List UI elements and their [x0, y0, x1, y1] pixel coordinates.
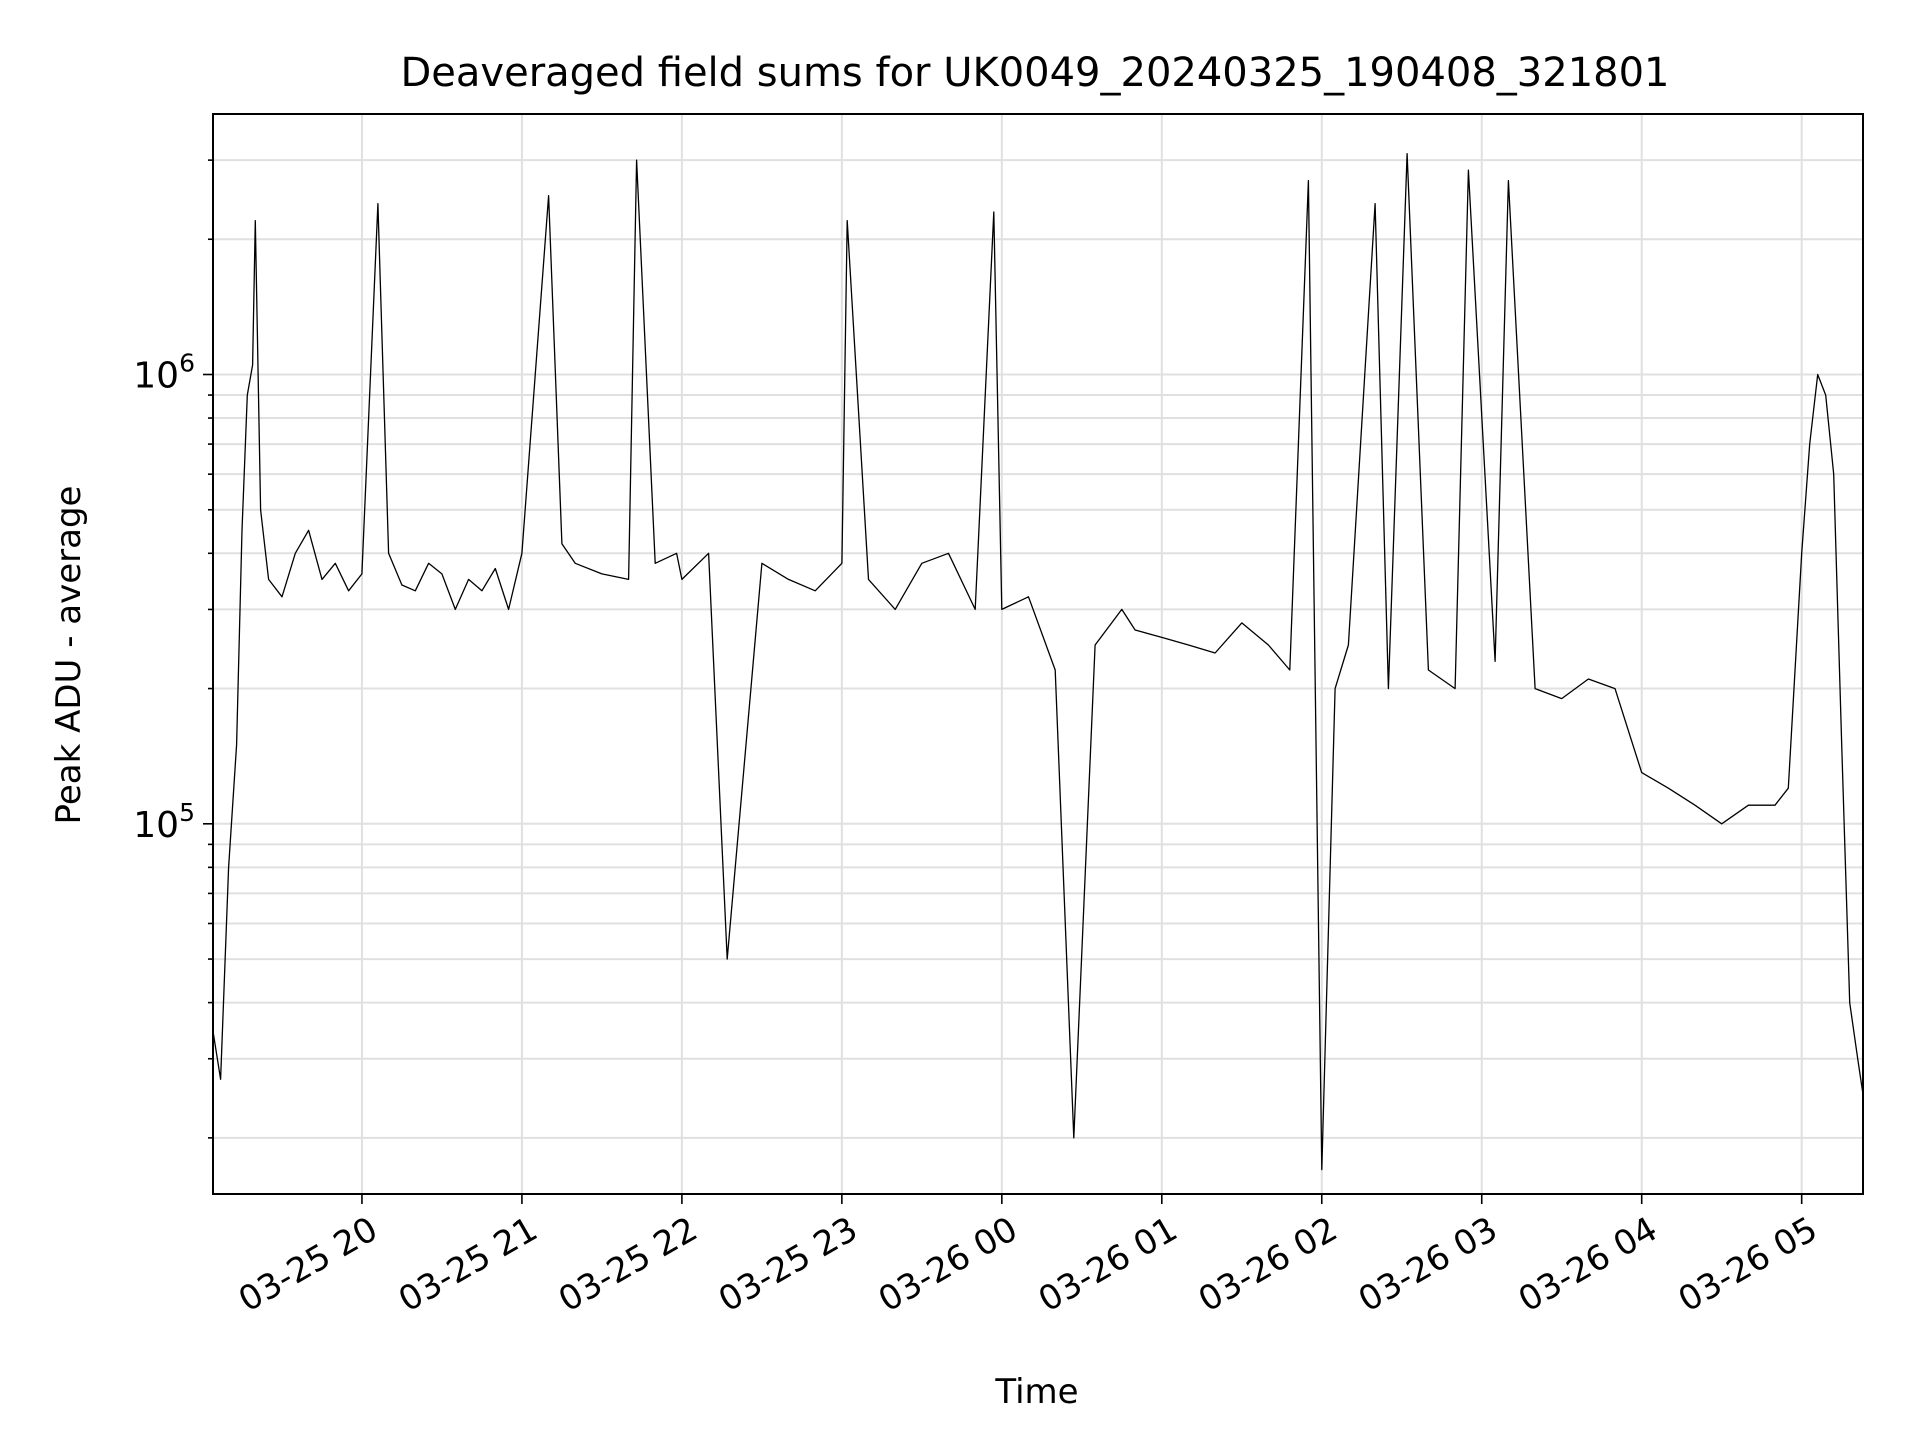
y-tick-label: 105 [133, 798, 195, 846]
plot-frame [212, 113, 1864, 1195]
x-axis-label: Time [994, 1372, 1078, 1412]
grid [213, 114, 1863, 1194]
series-line [211, 153, 1864, 1171]
series-layer [211, 153, 1864, 1171]
chart-title: Deaveraged field sums for UK0049_2024032… [400, 50, 1669, 96]
y-axis-label: Peak ADU - average [49, 486, 89, 825]
y-tick-label: 106 [133, 349, 195, 397]
